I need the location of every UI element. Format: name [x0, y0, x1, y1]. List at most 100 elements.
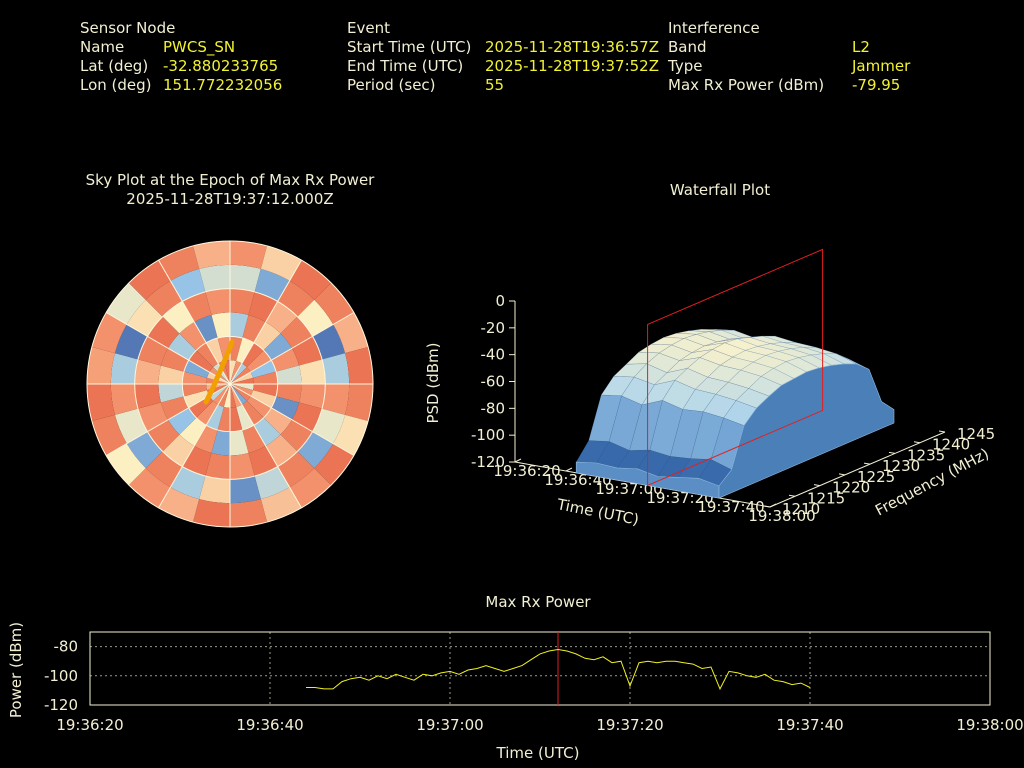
sky-cell: [106, 443, 146, 486]
z-axis-label: PSD (dBm): [424, 342, 442, 423]
sky-cell: [242, 314, 266, 343]
sky-cell: [126, 431, 163, 469]
sky-cell: [260, 487, 302, 523]
sky-track: [203, 339, 235, 405]
sky-cell: [230, 312, 249, 338]
x-tick-label: 19:37:40: [697, 498, 764, 516]
sky-cell: [162, 434, 195, 467]
x-tick: [514, 458, 522, 463]
sky-cell: [322, 353, 350, 384]
sky-cell: [211, 312, 230, 338]
sky-cell: [87, 384, 115, 422]
field-label: Name: [80, 38, 124, 56]
sky-cell: [230, 453, 255, 480]
y-tick-label: -120: [44, 696, 78, 714]
y-tick: [813, 484, 821, 487]
sky-cell: [106, 282, 146, 325]
azimuth-line: [158, 383, 231, 509]
sky-cell: [110, 353, 138, 384]
sky-cell: [230, 384, 247, 405]
sky-cell: [297, 431, 334, 469]
sky-cell: [160, 348, 189, 372]
y-tick-label: -100: [44, 667, 78, 685]
y-tick-label: 1240: [932, 436, 970, 454]
x-tick-label: 19:36:40: [236, 716, 303, 734]
section-title: Sensor Node: [80, 19, 175, 37]
y-tick: [838, 473, 846, 476]
sky-cell: [297, 299, 334, 337]
sky-cell: [209, 384, 230, 401]
sky-cell: [265, 301, 298, 334]
sky-cell: [230, 384, 254, 391]
sky-cell: [250, 360, 277, 378]
x-tick: [565, 467, 573, 472]
y-tick: [938, 430, 946, 433]
field-value: L2: [852, 38, 870, 56]
sky-cell: [91, 312, 127, 354]
sky-cell: [126, 299, 163, 337]
azimuth-line: [105, 312, 231, 385]
sky-cell: [263, 407, 292, 435]
z-tick-label: 0: [495, 292, 505, 310]
field-label: End Time (UTC): [347, 57, 463, 75]
y-tick-label: 1235: [907, 446, 945, 464]
field-value: 151.772232056: [163, 76, 282, 94]
x-tick-label: 19:37:20: [596, 716, 663, 734]
sky-cell: [314, 443, 354, 486]
sky-cell: [312, 408, 346, 444]
sky-cell: [230, 360, 237, 384]
sky-cell: [145, 451, 183, 488]
sky-cell: [86, 346, 115, 384]
field-value: PWCS_SN: [163, 38, 235, 57]
field-label: Start Time (UTC): [347, 38, 471, 56]
z-tick-label: -100: [471, 426, 505, 444]
field-value: -79.95: [852, 76, 900, 94]
section-title: Event: [347, 19, 390, 37]
sky-cell: [277, 451, 315, 488]
z-tick-label: -120: [471, 453, 505, 471]
x-tick-label: 19:38:00: [748, 507, 815, 525]
sky-cell: [192, 241, 230, 269]
sky-cell: [299, 359, 326, 384]
sky-cell: [230, 367, 251, 384]
sky-cell: [289, 468, 332, 508]
sky-cell: [134, 359, 161, 384]
field-value: 2025-11-28T19:37:52Z: [485, 57, 659, 75]
sky-cell: [230, 407, 243, 432]
sky-cell: [128, 260, 171, 300]
sky-cell: [241, 400, 264, 426]
sky-cell: [183, 390, 210, 408]
y-tick: [913, 441, 921, 444]
y-tick-label: 1230: [882, 457, 920, 475]
sky-cell: [230, 384, 251, 401]
sky-cell: [183, 360, 210, 378]
sky-cell: [145, 280, 183, 317]
sky-cell: [114, 408, 148, 444]
sky-cell: [242, 425, 266, 454]
x-tick-label: 19:37:00: [416, 716, 483, 734]
sky-cell: [205, 288, 230, 315]
sky-cell: [147, 419, 180, 452]
sky-cell: [192, 499, 230, 527]
y-axis-label: Power (dBm): [7, 622, 25, 718]
sky-cell: [253, 322, 281, 351]
sky-cell: [182, 384, 207, 397]
sky-cell: [128, 468, 171, 508]
sky-cell: [196, 400, 219, 426]
sky-cell: [253, 417, 281, 446]
y-tick-label: 1245: [957, 425, 995, 443]
z-tick-label: -20: [481, 319, 506, 337]
y-tick-label: -80: [54, 638, 79, 656]
field-label: Lon (deg): [80, 76, 152, 94]
freq-axis: [769, 431, 946, 508]
sky-cell: [158, 487, 200, 523]
sky-cell: [280, 316, 313, 349]
plot-frame: [89, 631, 991, 706]
azimuth-line: [158, 259, 231, 385]
chart-title: Max Rx Power: [485, 593, 591, 611]
sky-cell: [236, 337, 254, 364]
y-tick-label: 1225: [857, 468, 895, 486]
x-axis-label: Time (UTC): [555, 495, 641, 529]
sky-cell: [199, 264, 230, 292]
